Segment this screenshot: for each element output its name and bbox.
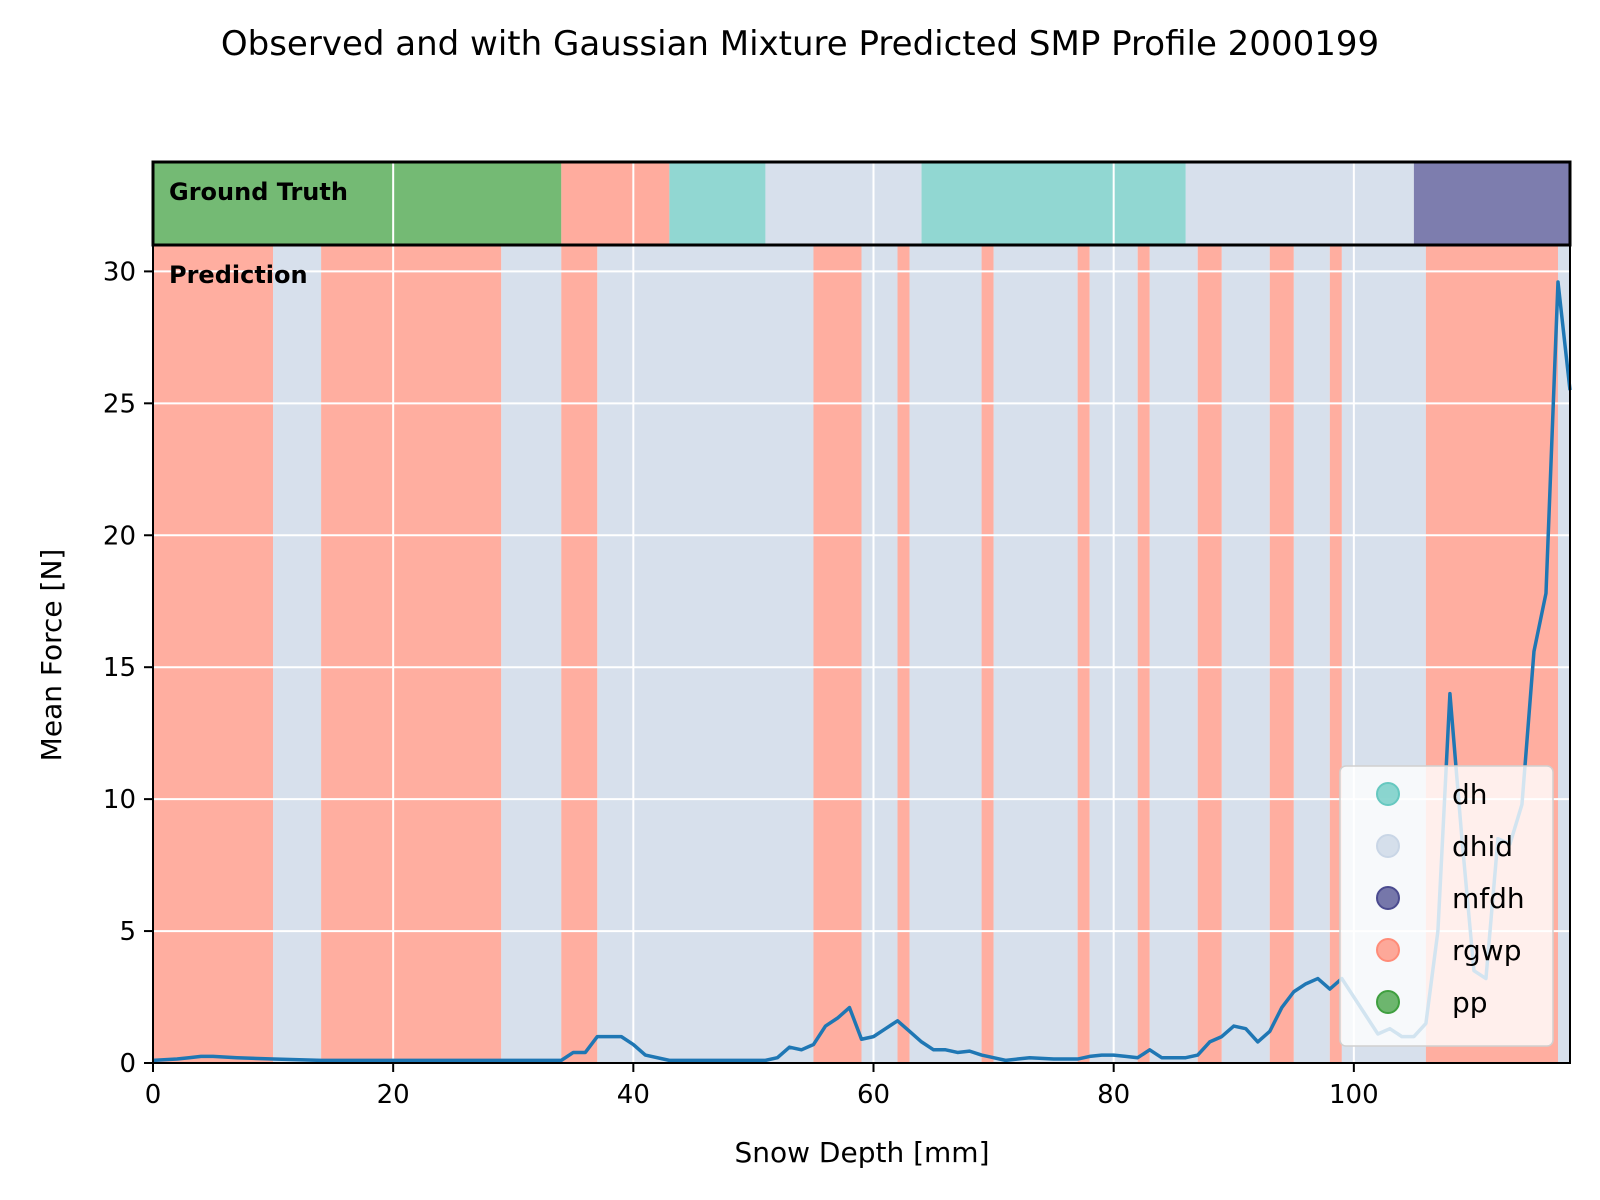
x-axis: 0 20 40 60 80 100 xyxy=(145,1063,1379,1110)
ground-truth-band-pp xyxy=(153,162,562,245)
prediction-band-dhid xyxy=(909,245,982,1063)
prediction-band-dhid xyxy=(597,245,814,1063)
prediction-band-dhid xyxy=(1557,245,1570,1063)
prediction-band-rgwp xyxy=(561,245,598,1063)
prediction-band-rgwp xyxy=(1269,245,1294,1063)
x-tick-label: 80 xyxy=(1097,1080,1130,1110)
legend-label-mfdh: mfdh xyxy=(1452,882,1525,915)
prediction-band-rgwp xyxy=(1197,245,1222,1063)
prediction-band-rgwp xyxy=(1329,245,1342,1063)
prediction-label: Prediction xyxy=(169,261,308,289)
plot-frame xyxy=(152,244,1571,1064)
prediction-band-rgwp xyxy=(1137,245,1150,1063)
prediction-band-rgwp xyxy=(897,245,910,1063)
ground-truth-strip xyxy=(153,162,1570,245)
prediction-band-rgwp xyxy=(813,245,862,1063)
ground-truth-band-rgwp xyxy=(561,162,670,245)
y-tick-label: 15 xyxy=(103,653,136,683)
prediction-band-dhid xyxy=(273,245,322,1063)
y-tick-label: 0 xyxy=(119,1049,136,1079)
x-tick-label: 20 xyxy=(377,1080,410,1110)
legend-label-dh: dh xyxy=(1452,778,1488,811)
legend-label-pp: pp xyxy=(1452,986,1488,1019)
prediction-band-rgwp xyxy=(321,245,502,1063)
legend-marker-dh xyxy=(1376,782,1400,806)
prediction-band-rgwp xyxy=(153,245,274,1063)
prediction-band-rgwp xyxy=(1077,245,1090,1063)
legend: dh dhid mfdh rgwp pp xyxy=(1339,765,1554,1047)
prediction-band-dhid xyxy=(993,245,1078,1063)
x-tick-label: 0 xyxy=(145,1080,162,1110)
prediction-band-dhid xyxy=(861,245,898,1063)
ground-truth-band-dh xyxy=(921,162,1186,245)
y-tick-label: 5 xyxy=(119,917,136,947)
x-axis-label: Snow Depth [mm] xyxy=(734,1136,989,1169)
x-tick-label: 100 xyxy=(1329,1080,1379,1110)
chart-title: Observed and with Gaussian Mixture Predi… xyxy=(221,24,1379,64)
legend-marker-dhid xyxy=(1376,834,1400,858)
ground-truth-band-dhid xyxy=(765,162,922,245)
x-tick-label: 40 xyxy=(617,1080,650,1110)
ground-truth-band-dh xyxy=(669,162,766,245)
y-axis: 0 5 10 15 20 25 30 xyxy=(103,257,153,1079)
y-tick-label: 25 xyxy=(103,389,136,419)
x-tick-label: 60 xyxy=(857,1080,890,1110)
prediction-band-dhid xyxy=(501,245,562,1063)
legend-marker-rgwp xyxy=(1376,938,1400,962)
legend-marker-pp xyxy=(1376,990,1400,1014)
prediction-band-dhid xyxy=(1149,245,1198,1063)
grid-lines xyxy=(152,162,1570,1064)
y-tick-label: 20 xyxy=(103,521,136,551)
legend-label-rgwp: rgwp xyxy=(1452,934,1521,967)
prediction-band-dhid xyxy=(1221,245,1270,1063)
ground-truth-label: Ground Truth xyxy=(169,178,348,206)
prediction-band-dhid xyxy=(1293,245,1330,1063)
y-tick-label: 30 xyxy=(103,257,136,287)
legend-marker-mfdh xyxy=(1376,886,1400,910)
legend-label-dhid: dhid xyxy=(1452,830,1513,863)
ground-truth-band-dhid xyxy=(1185,162,1414,245)
y-tick-label: 10 xyxy=(103,785,136,815)
y-axis-label: Mean Force [N] xyxy=(35,549,68,762)
prediction-band-rgwp xyxy=(981,245,994,1063)
ground-truth-band-mfdh xyxy=(1413,162,1570,245)
